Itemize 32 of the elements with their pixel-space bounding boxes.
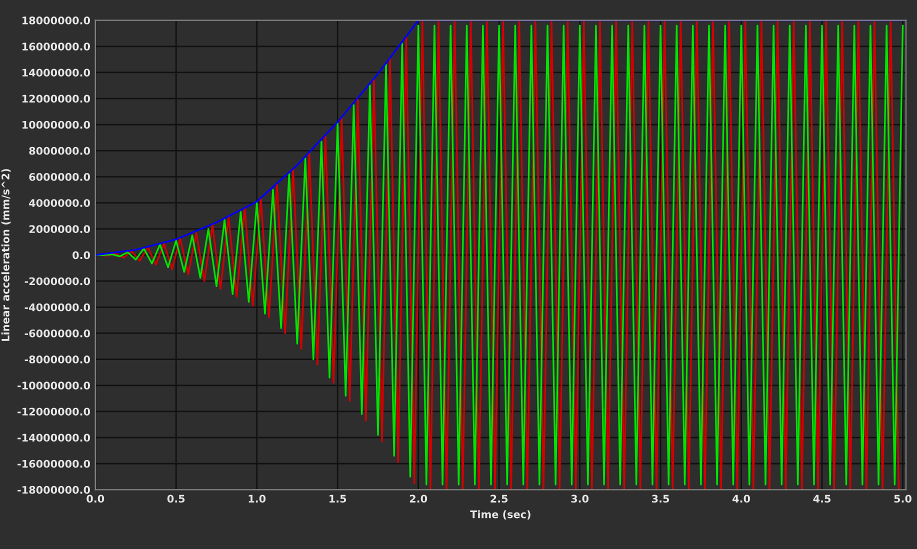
y-tick-label: 18000000.0 [22,16,90,24]
x-tick-label: 0.5 [167,494,185,503]
x-tick-label: 0.0 [86,494,104,503]
x-tick-label: 4.0 [732,494,750,503]
y-tick-label: 8000000.0 [29,146,90,155]
x-axis-title: Time (sec) [470,510,530,520]
x-tick-label: 5.0 [894,494,912,503]
y-tick-label: -10000000.0 [18,382,90,390]
y-tick-label: 4000000.0 [29,199,90,207]
x-tick-label: 1.5 [330,494,346,503]
x-tick-label: 2.5 [490,494,508,503]
y-tick-label: 2000000.0 [29,225,90,234]
y-tick-label: -14000000.0 [18,434,90,442]
x-tick-label: 3.5 [652,494,670,503]
x-tick-label: 2.0 [410,494,428,503]
y-axis-title: Linear acceleration (mm/s^2) [1,169,11,341]
y-tick-label: -16000000.0 [18,460,90,468]
x-tick-label: 3.0 [571,494,589,503]
y-tick-label: 16000000.0 [22,42,90,50]
y-tick-label: 10000000.0 [22,120,90,129]
y-tick-label: -18000000.0 [18,486,90,494]
y-tick-label: 14000000.0 [22,68,90,77]
y-tick-label: 6000000.0 [29,173,90,181]
y-tick-label: 12000000.0 [22,94,90,103]
x-tick-label: 1.0 [248,494,266,503]
y-tick-label: -6000000.0 [24,329,90,338]
y-tick-label: -2000000.0 [24,277,90,286]
y-tick-label: -4000000.0 [24,303,90,312]
x-tick-label: 4.5 [813,494,831,503]
y-tick-label: 0.0 [72,251,90,260]
y-tick-label: -8000000.0 [24,356,90,364]
y-tick-label: -12000000.0 [18,408,90,416]
